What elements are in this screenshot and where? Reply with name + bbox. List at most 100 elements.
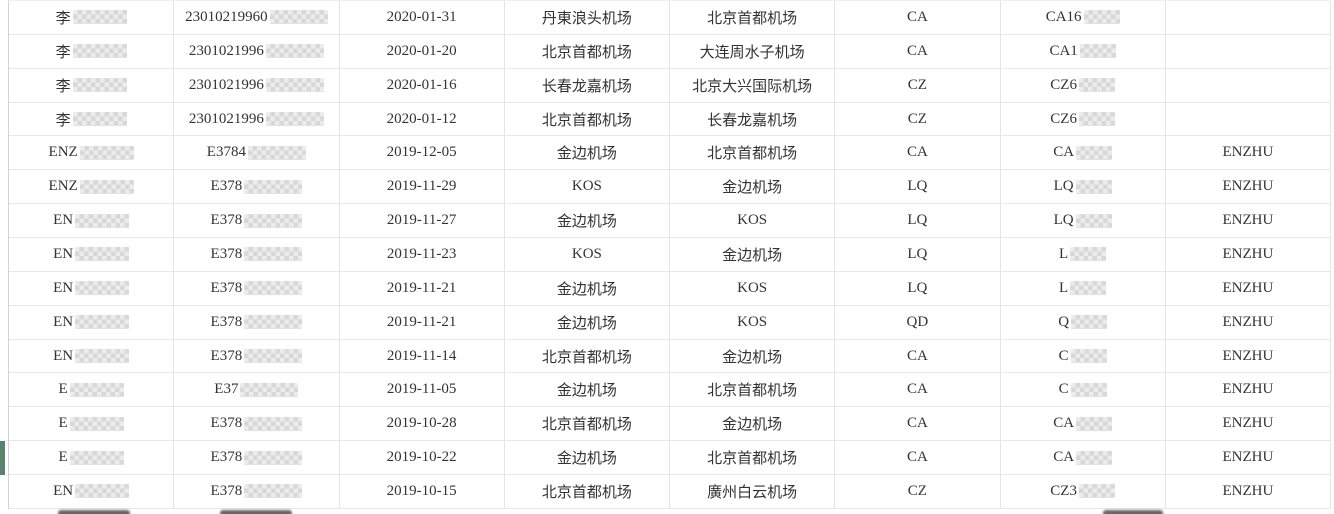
cell-id-number[interactable]: 2301021996 xyxy=(174,34,340,69)
cell-name[interactable]: 李 xyxy=(9,1,175,35)
cell-departure-airport[interactable]: KOS xyxy=(504,170,670,205)
cell-airline-code[interactable]: LQ xyxy=(835,204,1001,239)
cell-flight-number[interactable]: L xyxy=(1000,271,1166,306)
cell-flight-date[interactable]: 2019-11-21 xyxy=(339,305,505,340)
cell-departure-airport[interactable]: 北京首都机场 xyxy=(504,407,670,442)
cell-id-number[interactable]: E378 xyxy=(174,238,340,272)
cell-passenger-tag[interactable]: ENZHU xyxy=(1165,136,1331,171)
cell-passenger-tag[interactable] xyxy=(1165,102,1331,137)
cell-flight-number[interactable]: C xyxy=(1000,373,1166,408)
cell-flight-date[interactable]: 2019-10-28 xyxy=(339,407,505,442)
cell-id-number[interactable]: 23010219960 xyxy=(174,1,340,35)
cell-departure-airport[interactable]: 金边机场 xyxy=(504,271,670,306)
cell-passenger-tag[interactable]: ENZHU xyxy=(1165,373,1331,408)
cell-airline-code[interactable]: CA xyxy=(835,441,1001,476)
cell-flight-date[interactable]: 2019-11-29 xyxy=(339,170,505,205)
cell-departure-airport[interactable]: 金边机场 xyxy=(504,373,670,408)
cell-id-number[interactable]: 2301021996 xyxy=(174,102,340,137)
cell-name[interactable]: 李 xyxy=(9,102,175,137)
cell-arrival-airport[interactable]: 北京首都机场 xyxy=(670,1,836,35)
cell-id-number[interactable]: 2301021996 xyxy=(174,68,340,103)
cell-name[interactable]: EN xyxy=(9,238,175,272)
cell-flight-date[interactable]: 2019-11-21 xyxy=(339,271,505,306)
cell-flight-number[interactable]: C xyxy=(1000,339,1166,374)
cell-airline-code[interactable]: CA xyxy=(835,407,1001,442)
cell-flight-date[interactable]: 2019-11-23 xyxy=(339,238,505,272)
cell-name[interactable]: E xyxy=(9,441,175,476)
cell-passenger-tag[interactable]: ENZHU xyxy=(1165,204,1331,239)
cell-departure-airport[interactable]: 北京首都机场 xyxy=(504,339,670,374)
cell-airline-code[interactable]: CA xyxy=(835,1,1001,35)
cell-arrival-airport[interactable]: KOS xyxy=(670,271,836,306)
cell-arrival-airport[interactable]: 大连周水子机场 xyxy=(670,34,836,69)
cell-name[interactable]: E xyxy=(9,373,175,408)
cell-arrival-airport[interactable]: 北京首都机场 xyxy=(670,136,836,171)
cell-passenger-tag[interactable]: ENZHU xyxy=(1165,238,1331,272)
cell-flight-number[interactable]: CA16 xyxy=(1000,1,1166,35)
cell-passenger-tag[interactable]: ENZHU xyxy=(1165,170,1331,205)
cell-airline-code[interactable]: CZ xyxy=(835,68,1001,103)
cell-airline-code[interactable]: CZ xyxy=(835,102,1001,137)
cell-arrival-airport[interactable]: 金边机场 xyxy=(670,407,836,442)
cell-arrival-airport[interactable]: KOS xyxy=(670,305,836,340)
cell-name[interactable]: EN xyxy=(9,271,175,306)
cell-arrival-airport[interactable]: 金边机场 xyxy=(670,339,836,374)
cell-flight-date[interactable]: 2020-01-20 xyxy=(339,34,505,69)
cell-id-number[interactable]: E378 xyxy=(174,305,340,340)
cell-flight-number[interactable]: LQ xyxy=(1000,204,1166,239)
cell-passenger-tag[interactable] xyxy=(1165,34,1331,69)
cell-id-number[interactable]: E378 xyxy=(174,271,340,306)
cell-name[interactable]: EN xyxy=(9,475,175,509)
cell-flight-number[interactable]: CA1 xyxy=(1000,34,1166,69)
cell-flight-number[interactable]: CZ6 xyxy=(1000,102,1166,137)
cell-passenger-tag[interactable]: ENZHU xyxy=(1165,305,1331,340)
cell-flight-date[interactable]: 2019-11-14 xyxy=(339,339,505,374)
cell-name[interactable]: EN xyxy=(9,339,175,374)
cell-departure-airport[interactable]: 北京首都机场 xyxy=(504,102,670,137)
cell-departure-airport[interactable]: 丹東浪头机场 xyxy=(504,1,670,35)
cell-airline-code[interactable]: CA xyxy=(835,339,1001,374)
cell-airline-code[interactable]: QD xyxy=(835,305,1001,340)
cell-departure-airport[interactable]: 北京首都机场 xyxy=(504,475,670,509)
cell-name[interactable]: 李 xyxy=(9,34,175,69)
cell-flight-date[interactable]: 2019-12-05 xyxy=(339,136,505,171)
cell-id-number[interactable]: E37 xyxy=(174,373,340,408)
cell-name[interactable]: EN xyxy=(9,305,175,340)
cell-passenger-tag[interactable]: ENZHU xyxy=(1165,339,1331,374)
cell-airline-code[interactable]: CA xyxy=(835,34,1001,69)
cell-arrival-airport[interactable]: 北京首都机场 xyxy=(670,441,836,476)
cell-id-number[interactable]: E378 xyxy=(174,170,340,205)
cell-flight-number[interactable]: CZ3 xyxy=(1000,475,1166,509)
cell-flight-number[interactable]: Q xyxy=(1000,305,1166,340)
cell-flight-date[interactable]: 2019-10-15 xyxy=(339,475,505,509)
cell-departure-airport[interactable]: 长春龙嘉机场 xyxy=(504,68,670,103)
cell-passenger-tag[interactable] xyxy=(1165,1,1331,35)
cell-passenger-tag[interactable]: ENZHU xyxy=(1165,475,1331,509)
cell-flight-date[interactable]: 2019-10-22 xyxy=(339,441,505,476)
cell-arrival-airport[interactable]: 金边机场 xyxy=(670,170,836,205)
cell-passenger-tag[interactable]: ENZHU xyxy=(1165,441,1331,476)
cell-passenger-tag[interactable]: ENZHU xyxy=(1165,271,1331,306)
cell-passenger-tag[interactable]: ENZHU xyxy=(1165,407,1331,442)
cell-airline-code[interactable]: CA xyxy=(835,136,1001,171)
cell-id-number[interactable]: E378 xyxy=(174,441,340,476)
cell-airline-code[interactable]: LQ xyxy=(835,238,1001,272)
cell-id-number[interactable]: E3784 xyxy=(174,136,340,171)
cell-flight-date[interactable]: 2020-01-12 xyxy=(339,102,505,137)
cell-id-number[interactable]: E378 xyxy=(174,339,340,374)
cell-departure-airport[interactable]: 金边机场 xyxy=(504,441,670,476)
cell-id-number[interactable]: E378 xyxy=(174,407,340,442)
cell-arrival-airport[interactable]: 廣州白云机场 xyxy=(670,475,836,509)
cell-flight-date[interactable]: 2019-11-05 xyxy=(339,373,505,408)
cell-airline-code[interactable]: LQ xyxy=(835,170,1001,205)
cell-flight-number[interactable]: CA xyxy=(1000,441,1166,476)
cell-flight-date[interactable]: 2019-11-27 xyxy=(339,204,505,239)
cell-arrival-airport[interactable]: 长春龙嘉机场 xyxy=(670,102,836,137)
cell-name[interactable]: EN xyxy=(9,204,175,239)
cell-departure-airport[interactable]: 金边机场 xyxy=(504,136,670,171)
cell-flight-number[interactable]: L xyxy=(1000,238,1166,272)
cell-airline-code[interactable]: LQ xyxy=(835,271,1001,306)
cell-flight-number[interactable]: CA xyxy=(1000,136,1166,171)
cell-id-number[interactable]: E378 xyxy=(174,204,340,239)
cell-departure-airport[interactable]: 金边机场 xyxy=(504,305,670,340)
